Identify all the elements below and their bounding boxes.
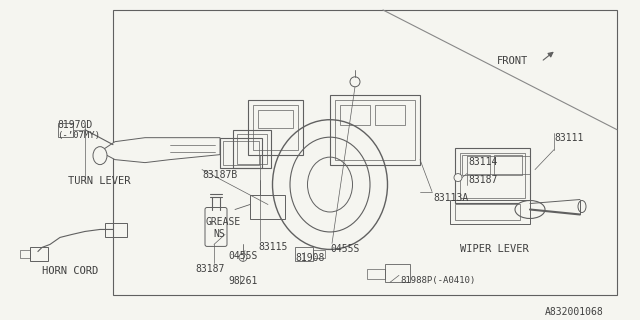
Bar [220, 138, 262, 168]
Text: TURN LEVER: TURN LEVER [68, 176, 131, 186]
Bar [455, 204, 520, 220]
Ellipse shape [273, 120, 387, 249]
Text: 83187: 83187 [195, 264, 225, 274]
Text: FRONT: FRONT [497, 56, 528, 66]
Bar [375, 105, 405, 125]
Ellipse shape [93, 147, 107, 164]
Bar [233, 130, 271, 168]
Bar [20, 251, 30, 258]
Text: 83111: 83111 [554, 133, 584, 143]
Text: 81908: 81908 [295, 253, 324, 263]
Circle shape [350, 77, 360, 87]
Text: 0455S: 0455S [330, 244, 360, 254]
Bar [253, 105, 298, 150]
FancyBboxPatch shape [205, 207, 227, 246]
Text: 0455S: 0455S [228, 252, 257, 261]
Text: (-’07MY): (-’07MY) [57, 131, 100, 140]
Text: 81970D: 81970D [57, 120, 92, 130]
Bar [295, 247, 313, 261]
Bar [250, 195, 285, 220]
Text: A832001068: A832001068 [545, 307, 604, 317]
Bar [455, 148, 530, 203]
Text: 98261: 98261 [228, 276, 257, 286]
Bar [460, 153, 525, 197]
Polygon shape [100, 138, 220, 163]
Text: 83187B: 83187B [202, 170, 237, 180]
Text: 81988P(-A0410): 81988P(-A0410) [400, 276, 476, 285]
Ellipse shape [307, 157, 353, 212]
Bar [223, 141, 259, 164]
Text: 83113A: 83113A [433, 193, 468, 203]
Text: 83187: 83187 [468, 175, 497, 185]
Bar [58, 123, 73, 137]
Ellipse shape [515, 201, 545, 219]
Bar [367, 269, 385, 279]
Text: 83115: 83115 [258, 243, 287, 252]
Bar [340, 105, 370, 125]
Text: GREASE: GREASE [205, 218, 240, 228]
Text: WIPER LEVER: WIPER LEVER [460, 244, 529, 254]
Text: HORN CORD: HORN CORD [42, 266, 99, 276]
Bar [335, 100, 415, 160]
Circle shape [454, 173, 462, 181]
Bar [258, 110, 293, 128]
Text: NS: NS [213, 229, 225, 239]
Ellipse shape [578, 201, 586, 212]
Bar [494, 155, 522, 175]
Bar [113, 10, 617, 295]
Bar [462, 155, 490, 175]
Bar [237, 134, 267, 164]
Bar [450, 200, 530, 224]
Bar [330, 95, 420, 164]
Ellipse shape [290, 137, 370, 232]
Bar [313, 251, 325, 258]
Text: 83114: 83114 [468, 156, 497, 167]
Bar [105, 223, 127, 237]
Bar [248, 100, 303, 155]
Bar [385, 264, 410, 282]
Bar [30, 247, 48, 261]
Circle shape [239, 253, 247, 261]
